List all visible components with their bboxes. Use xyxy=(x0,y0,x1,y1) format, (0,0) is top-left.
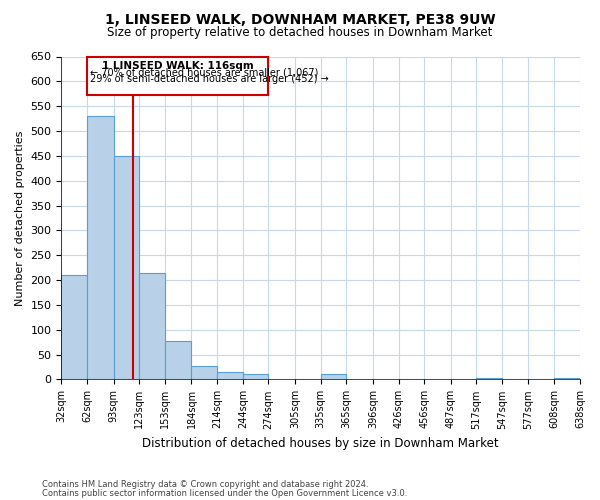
X-axis label: Distribution of detached houses by size in Downham Market: Distribution of detached houses by size … xyxy=(142,437,499,450)
Bar xyxy=(61,275,87,380)
Bar xyxy=(113,156,139,380)
Bar xyxy=(217,372,243,380)
Text: Contains HM Land Registry data © Crown copyright and database right 2024.: Contains HM Land Registry data © Crown c… xyxy=(42,480,368,489)
Bar xyxy=(191,366,217,380)
Text: Size of property relative to detached houses in Downham Market: Size of property relative to detached ho… xyxy=(107,26,493,39)
Text: 1, LINSEED WALK, DOWNHAM MARKET, PE38 9UW: 1, LINSEED WALK, DOWNHAM MARKET, PE38 9U… xyxy=(104,12,496,26)
Bar xyxy=(321,374,346,380)
Bar xyxy=(87,58,268,96)
Bar xyxy=(87,116,113,380)
Bar xyxy=(243,374,268,380)
Text: Contains public sector information licensed under the Open Government Licence v3: Contains public sector information licen… xyxy=(42,488,407,498)
Bar xyxy=(554,378,580,380)
Text: 1 LINSEED WALK: 116sqm: 1 LINSEED WALK: 116sqm xyxy=(102,61,254,71)
Bar xyxy=(165,340,191,380)
Text: ← 70% of detached houses are smaller (1,067): ← 70% of detached houses are smaller (1,… xyxy=(91,68,319,78)
Bar xyxy=(139,272,165,380)
Bar xyxy=(476,378,502,380)
Y-axis label: Number of detached properties: Number of detached properties xyxy=(15,130,25,306)
Text: 29% of semi-detached houses are larger (452) →: 29% of semi-detached houses are larger (… xyxy=(91,74,329,84)
